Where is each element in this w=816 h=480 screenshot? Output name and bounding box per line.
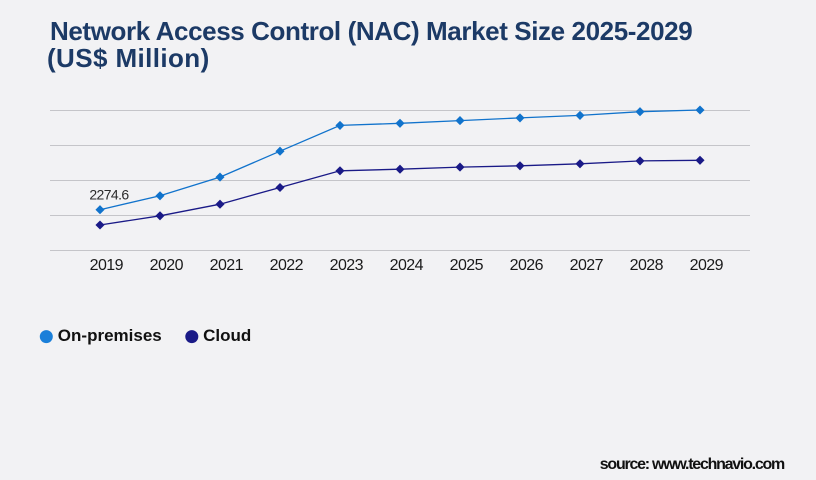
svg-text:2028: 2028	[630, 257, 664, 274]
svg-text:Cloud: Cloud	[203, 326, 251, 345]
svg-text:2019: 2019	[90, 257, 124, 274]
svg-text:2021: 2021	[210, 257, 244, 274]
svg-text:2025: 2025	[450, 257, 484, 274]
svg-text:On-premises: On-premises	[58, 326, 162, 345]
svg-text:2274.6: 2274.6	[89, 186, 129, 202]
svg-text:2022: 2022	[270, 257, 304, 274]
svg-text:2026: 2026	[510, 257, 544, 274]
svg-text:2029: 2029	[690, 257, 724, 274]
svg-text:2027: 2027	[570, 257, 604, 274]
svg-text:2020: 2020	[150, 257, 184, 274]
svg-text:2023: 2023	[330, 257, 364, 274]
svg-text:2024: 2024	[390, 257, 424, 274]
